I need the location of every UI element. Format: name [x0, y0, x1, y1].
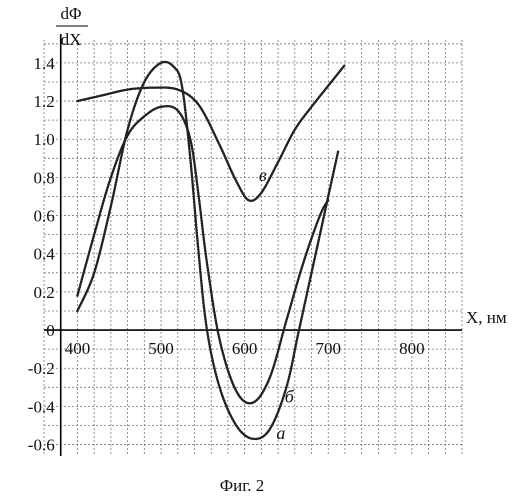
grid: [44, 40, 462, 456]
curve-label-б: б: [285, 387, 295, 407]
y-tick-label: 1.2: [33, 92, 54, 111]
y-tick-label: -0.2: [28, 359, 55, 378]
series-line-б: [77, 106, 328, 403]
curve-label-в: в: [259, 165, 267, 185]
figure-caption: Фиг. 2: [220, 476, 265, 495]
y-tick-label: 0.6: [33, 207, 54, 226]
axes: [44, 34, 462, 456]
x-tick-label: 400: [65, 339, 91, 358]
curve-labels: в ба: [259, 165, 295, 443]
y-tick-label: -0.6: [28, 436, 55, 455]
y-tick-label: -0.4: [28, 397, 55, 416]
y-axis-label-numerator: dΦ: [61, 4, 82, 23]
x-axis-label: X, нм: [466, 308, 507, 327]
x-tick-label: 800: [399, 339, 425, 358]
y-tick-label: 1.4: [33, 54, 55, 73]
y-tick-label: 0: [46, 321, 55, 340]
y-tick-label: 0.2: [33, 283, 54, 302]
y-axis-label-denominator: dX: [61, 30, 82, 49]
curve-label-а: а: [276, 423, 285, 443]
y-tick-label: 0.4: [33, 245, 55, 264]
y-tick-label: 0.8: [33, 168, 54, 187]
x-tick-label: 500: [148, 339, 174, 358]
series: [77, 62, 345, 439]
tick-labels: 400 500 600 700 800 1.4 1.2 1.0 0.8 0.6 0.4 0.2 0 -0.…: [28, 54, 425, 455]
y-tick-label: 1.0: [33, 130, 54, 149]
x-tick-label: 600: [232, 339, 258, 358]
x-tick-label: 700: [315, 339, 341, 358]
